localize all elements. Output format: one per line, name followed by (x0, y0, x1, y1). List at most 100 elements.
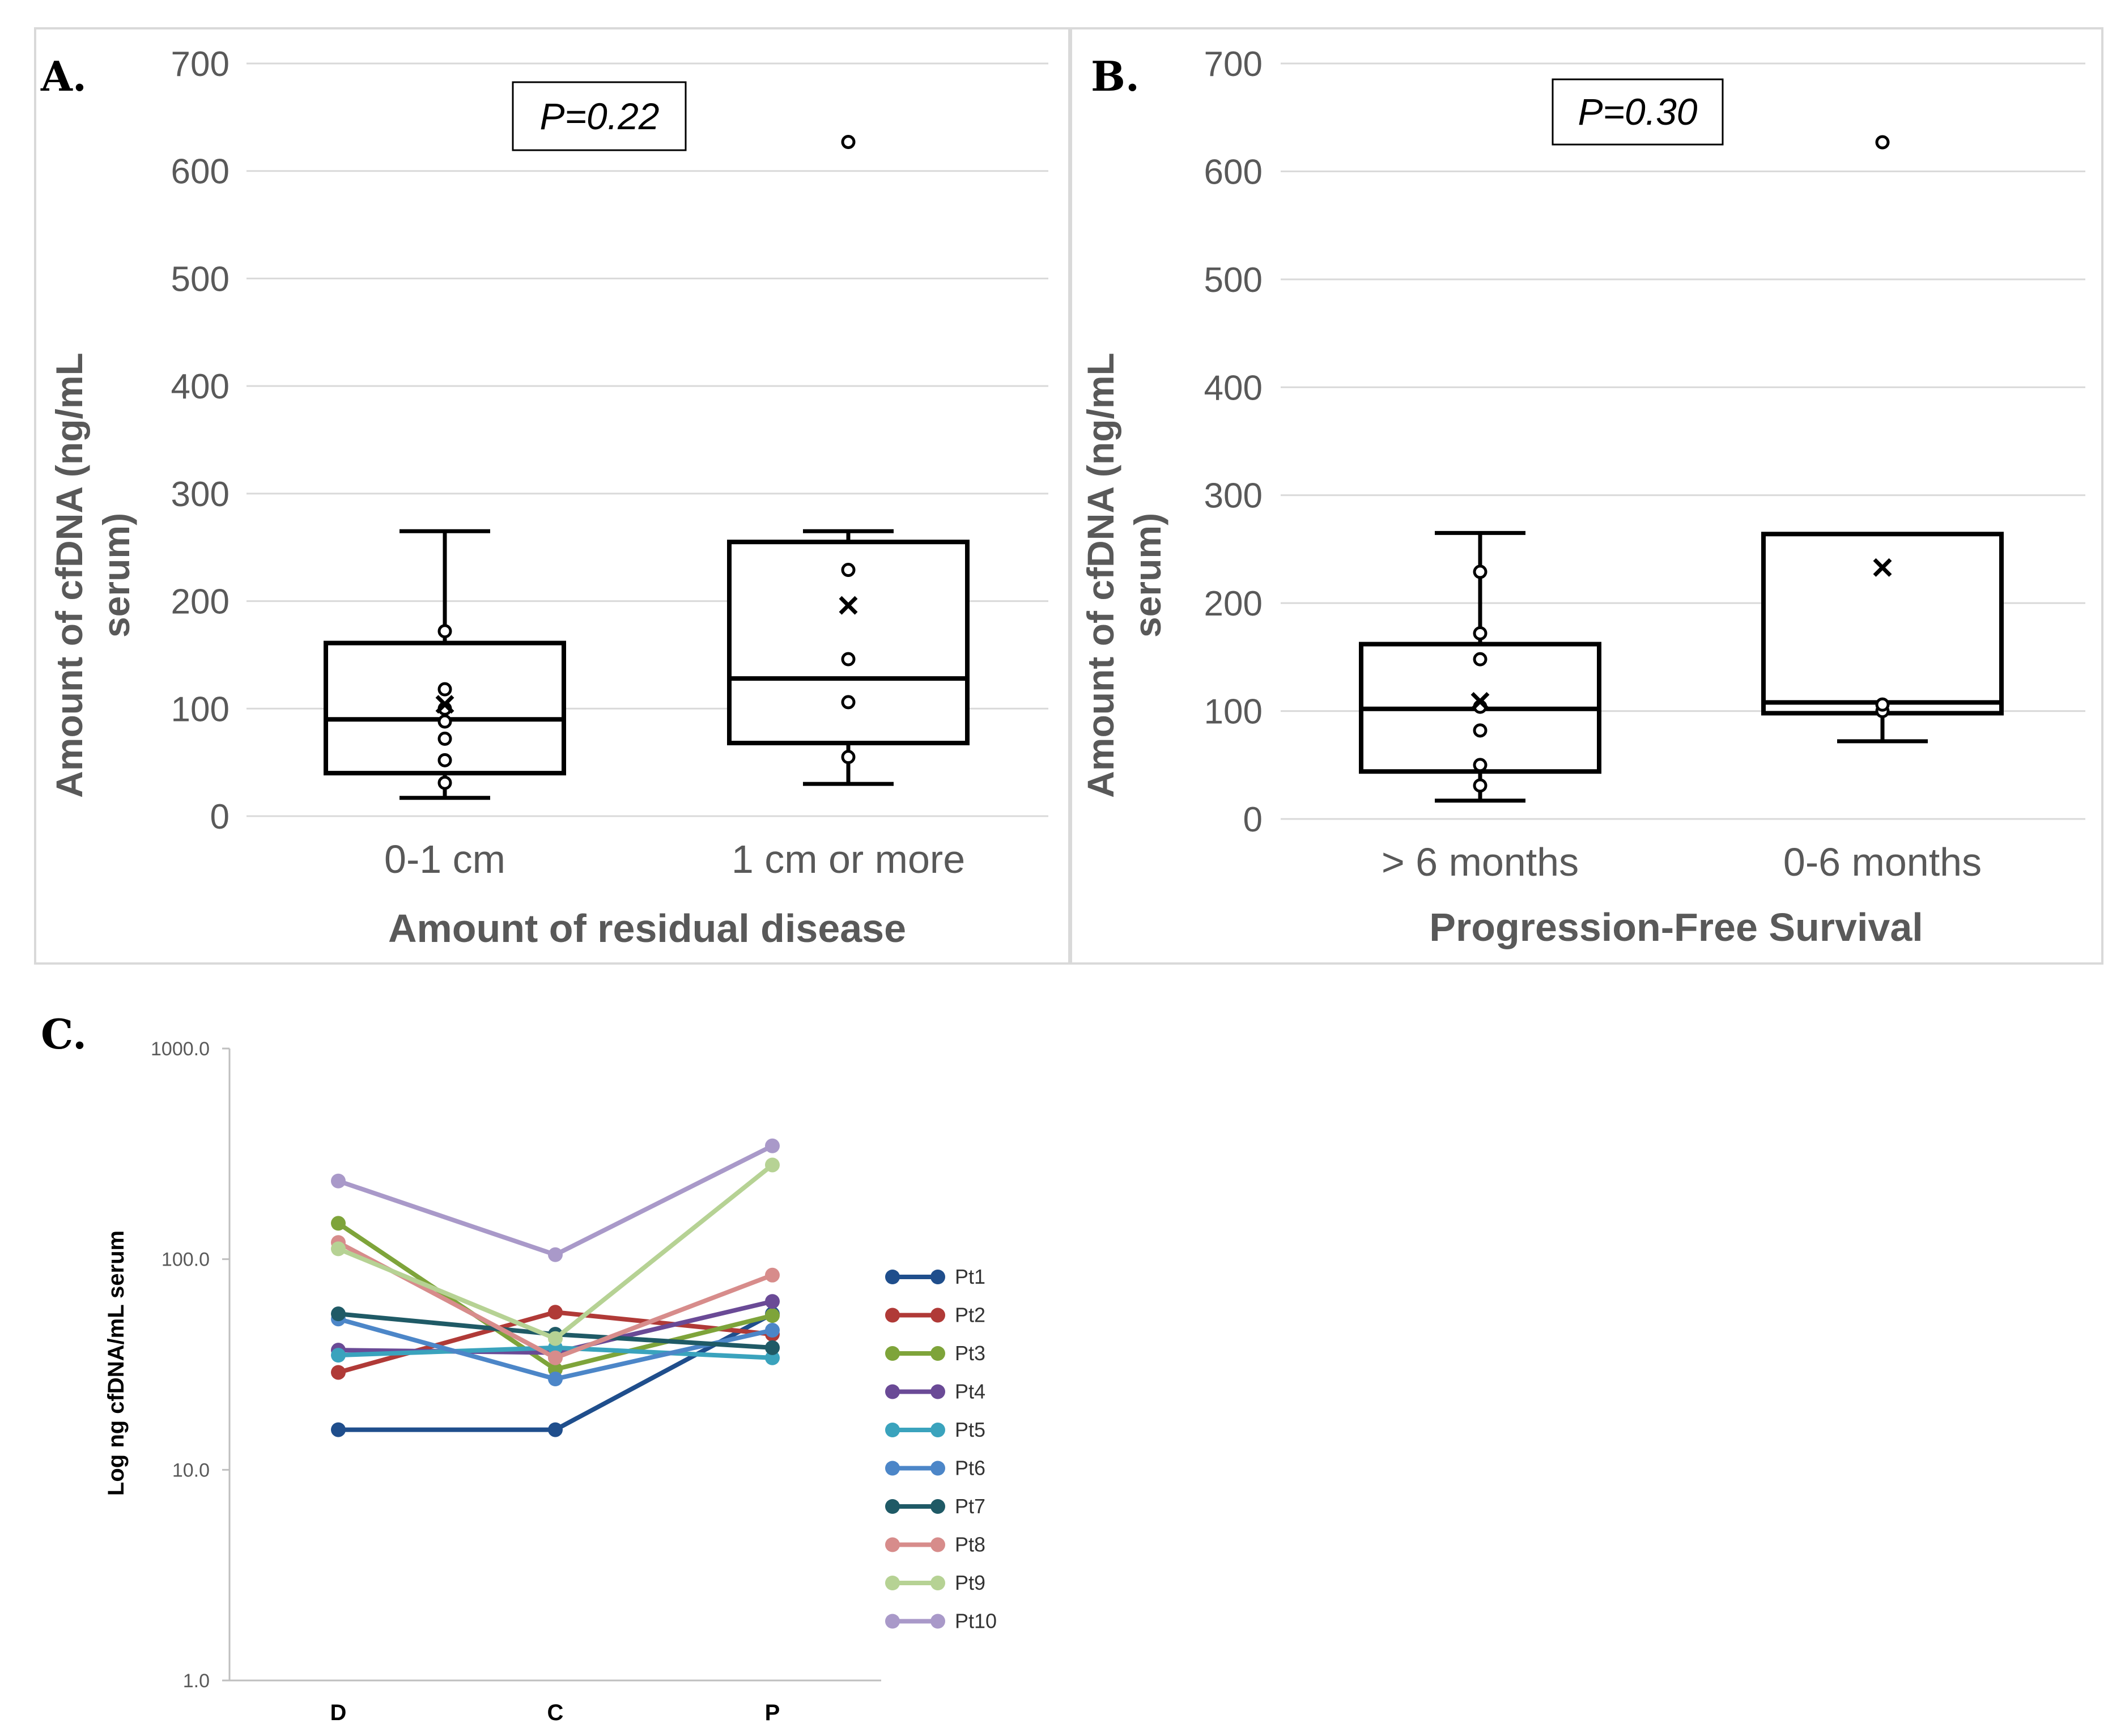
series-marker (765, 1323, 780, 1338)
category-label: 1 cm or more (732, 837, 965, 881)
panel-b-y-axis-label-line2: serum) (1127, 513, 1168, 638)
category-label: > 6 months (1382, 840, 1579, 884)
y-tick-label: 200 (171, 583, 230, 622)
legend-marker (885, 1614, 900, 1629)
series-marker (765, 1138, 780, 1153)
panel-c-y-axis-label: Log ng cfDNA/mL serum (104, 1230, 129, 1496)
legend-marker (885, 1270, 900, 1284)
panel-a-frame (34, 27, 1070, 965)
data-point (437, 682, 452, 697)
data-point (1473, 723, 1488, 738)
data-point (437, 624, 452, 639)
series-line (337, 1144, 774, 1257)
panel-a-pvalue-box (512, 81, 687, 151)
legend-marker (930, 1423, 945, 1437)
data-point (841, 750, 856, 765)
series-marker (548, 1422, 563, 1437)
legend-marker (930, 1308, 945, 1323)
legend-item-Pt1: Pt1 (885, 1265, 985, 1288)
y-tick-label: 600 (171, 152, 230, 192)
legend-label: Pt9 (955, 1571, 985, 1594)
y-tick-label: 300 (1204, 477, 1263, 516)
series-marker (765, 1157, 780, 1173)
y-tick-label: 200 (1204, 584, 1263, 623)
series-marker (548, 1350, 563, 1365)
data-point (1473, 758, 1488, 773)
mean-marker-stroke-2 (1470, 691, 1490, 711)
legend-label: Pt3 (955, 1342, 985, 1365)
y-tick-label: 10.0 (172, 1459, 210, 1481)
panel-a-y-axis-label-line2: serum) (95, 513, 137, 638)
category-label: 0-1 cm (384, 837, 505, 881)
data-point (437, 714, 452, 729)
series-Pt10 (331, 1138, 780, 1262)
legend-marker (885, 1461, 900, 1476)
panel-a-boxes (324, 134, 970, 800)
panel-c-series (331, 1138, 780, 1437)
data-point (437, 753, 452, 767)
y-tick-label: 0 (1243, 800, 1263, 839)
series-marker (548, 1372, 563, 1387)
panel-c-legend: Pt1 Pt2 Pt3 Pt4 Pt5 Pt6 Pt7 Pt8 Pt9 Pt10 (885, 1265, 997, 1633)
legend-item-Pt4: Pt4 (885, 1380, 985, 1403)
legend-marker (930, 1270, 945, 1284)
category-label-C: C (547, 1700, 564, 1725)
legend-label: Pt4 (955, 1380, 985, 1403)
legend-marker (885, 1384, 900, 1399)
legend-label: Pt10 (955, 1610, 997, 1633)
y-tick-label: 300 (171, 475, 230, 514)
data-point (841, 695, 856, 710)
panel-b-boxes (1359, 135, 2004, 803)
legend-marker (930, 1576, 945, 1590)
panel-b-letter: B. (1091, 52, 1140, 100)
legend-label: Pt7 (955, 1495, 985, 1518)
data-point (1473, 778, 1488, 793)
mean-marker-stroke-2 (839, 596, 858, 615)
legend-marker (885, 1308, 900, 1323)
legend-label: Pt8 (955, 1533, 985, 1556)
panel-b-gridlines (1281, 62, 2085, 820)
y-tick-label: 1000.0 (151, 1038, 210, 1060)
legend-label: Pt5 (955, 1418, 985, 1441)
legend-marker (930, 1614, 945, 1629)
data-point (841, 563, 856, 578)
legend-item-Pt10: Pt10 (885, 1610, 997, 1633)
y-tick-label: 100.0 (162, 1249, 210, 1271)
series-Pt9 (331, 1157, 780, 1346)
y-tick-label: 600 (1204, 152, 1263, 192)
mean-marker-stroke-2 (435, 695, 454, 714)
panel-b-frame (1070, 27, 2103, 965)
legend-item-Pt2: Pt2 (885, 1304, 985, 1327)
legend-marker (930, 1499, 945, 1514)
panel-b-pvalue: P=0.30 (1578, 91, 1697, 133)
category-label-D: D (330, 1700, 347, 1725)
legend-marker (930, 1461, 945, 1476)
category-label-P: P (765, 1700, 780, 1725)
series-marker (331, 1216, 346, 1231)
panel-b-pvalue-box (1552, 78, 1724, 146)
panel-a-y-axis-label-line1: Amount of cfDNA (ng/mL (48, 353, 90, 798)
box-1 (727, 134, 970, 786)
legend-label: Pt6 (955, 1457, 985, 1480)
series-marker (548, 1331, 563, 1346)
y-tick-label: 400 (1204, 368, 1263, 408)
y-tick-label: 100 (171, 690, 230, 729)
outlier-point (841, 134, 856, 149)
series-marker (765, 1340, 780, 1355)
legend-item-Pt3: Pt3 (885, 1342, 985, 1365)
y-tick-label: 0 (210, 797, 230, 837)
panel-b-y-ticks: 0 100 200 300 400 500 600 700 (1204, 45, 1263, 839)
panel-a-letter: A. (40, 52, 87, 100)
y-tick-label: 100 (1204, 693, 1263, 732)
y-tick-label: 700 (171, 45, 230, 84)
legend-item-Pt7: Pt7 (885, 1495, 985, 1518)
iqr-box (1761, 532, 2004, 716)
series-marker (331, 1241, 346, 1257)
legend-label: Pt2 (955, 1304, 985, 1327)
data-point (1473, 564, 1488, 579)
legend-item-Pt5: Pt5 (885, 1418, 985, 1441)
data-point (841, 652, 856, 667)
y-tick-label: 1.0 (183, 1670, 210, 1692)
